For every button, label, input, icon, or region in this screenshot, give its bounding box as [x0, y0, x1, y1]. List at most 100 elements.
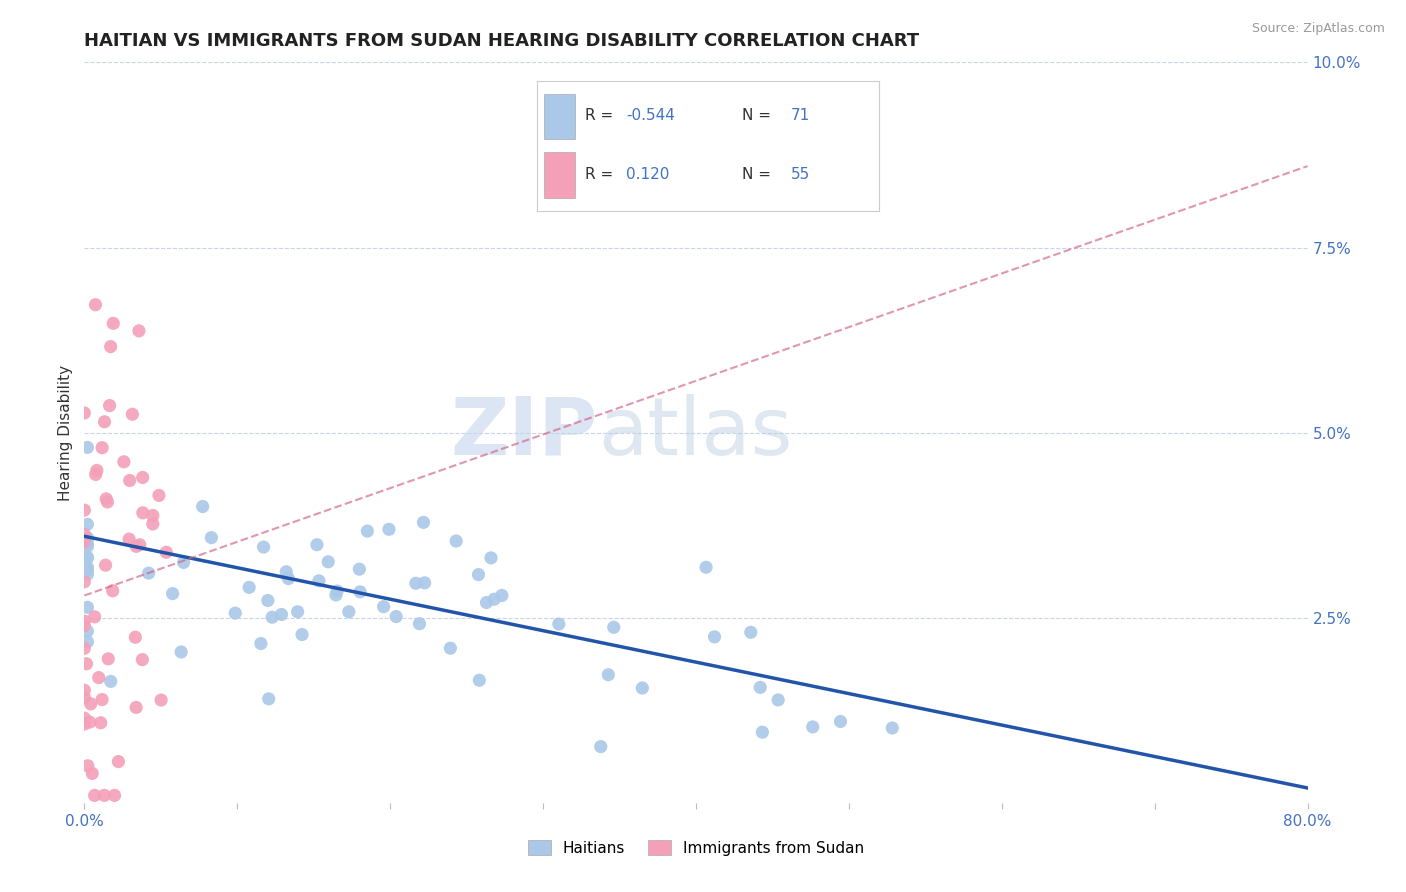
Point	[94, 558, 117, 573]
Point	[97, 652, 120, 666]
Point	[91, 692, 114, 706]
Point	[76, 537, 98, 551]
Point	[76, 759, 98, 773]
Point	[749, 681, 772, 695]
Point	[91, 441, 114, 455]
Point	[73, 527, 96, 541]
Legend: Haitians, Immigrants from Sudan: Haitians, Immigrants from Sudan	[522, 834, 870, 862]
Point	[238, 580, 260, 594]
Point	[73, 683, 96, 698]
Point	[316, 555, 339, 569]
Point	[121, 407, 143, 421]
Point	[76, 563, 98, 577]
Point	[79, 715, 101, 730]
Point	[148, 488, 170, 502]
Point	[142, 508, 165, 523]
Point	[73, 619, 96, 633]
Point	[467, 567, 489, 582]
Point	[76, 567, 98, 582]
Point	[73, 614, 96, 628]
Point	[256, 593, 278, 607]
Point	[73, 717, 96, 731]
Text: ZIP: ZIP	[451, 393, 598, 472]
Point	[76, 531, 98, 545]
Point	[703, 630, 725, 644]
Point	[356, 524, 378, 538]
Point	[305, 538, 328, 552]
Point	[326, 584, 349, 599]
Point	[162, 586, 184, 600]
Point	[766, 693, 789, 707]
Point	[337, 605, 360, 619]
Point	[73, 535, 96, 549]
Point	[547, 617, 569, 632]
Point	[475, 595, 498, 609]
Point	[80, 697, 103, 711]
Point	[93, 789, 115, 803]
Point	[73, 406, 96, 420]
Point	[76, 624, 98, 639]
Point	[444, 534, 467, 549]
Point	[76, 600, 98, 615]
Point	[83, 610, 105, 624]
Point	[76, 550, 98, 565]
Point	[801, 720, 824, 734]
Point	[131, 652, 153, 666]
Point	[277, 572, 299, 586]
Point	[90, 715, 112, 730]
Point	[76, 560, 98, 574]
Point	[276, 565, 298, 579]
Point	[308, 574, 330, 588]
Point	[76, 550, 98, 565]
Point	[200, 531, 222, 545]
Point	[224, 606, 246, 620]
Point	[484, 592, 506, 607]
Point	[73, 574, 96, 589]
Point	[142, 516, 165, 531]
Point	[408, 616, 430, 631]
Text: HAITIAN VS IMMIGRANTS FROM SUDAN HEARING DISABILITY CORRELATION CHART: HAITIAN VS IMMIGRANTS FROM SUDAN HEARING…	[84, 32, 920, 50]
Point	[75, 657, 97, 671]
Point	[830, 714, 852, 729]
Point	[96, 491, 118, 506]
Point	[695, 560, 717, 574]
Point	[191, 500, 214, 514]
Point	[439, 641, 461, 656]
Point	[76, 634, 98, 648]
Point	[100, 674, 122, 689]
Point	[125, 539, 148, 553]
Point	[589, 739, 612, 754]
Point	[93, 415, 115, 429]
Point	[76, 531, 98, 545]
Point	[155, 545, 177, 559]
Point	[73, 503, 96, 517]
Point	[101, 583, 124, 598]
Point	[107, 755, 129, 769]
Point	[349, 584, 371, 599]
Point	[378, 522, 401, 536]
Point	[84, 467, 107, 482]
Point	[291, 627, 314, 641]
Point	[257, 691, 280, 706]
Point	[103, 317, 125, 331]
Point	[73, 641, 96, 656]
Point	[740, 625, 762, 640]
Point	[76, 441, 98, 455]
Point	[73, 711, 96, 725]
Point	[262, 610, 284, 624]
Point	[125, 700, 148, 714]
Point	[87, 671, 110, 685]
Point	[128, 324, 150, 338]
Text: Source: ZipAtlas.com: Source: ZipAtlas.com	[1251, 22, 1385, 36]
Point	[252, 540, 274, 554]
Point	[128, 538, 150, 552]
Point	[112, 455, 135, 469]
Point	[118, 474, 141, 488]
Point	[287, 605, 309, 619]
Text: atlas: atlas	[598, 393, 793, 472]
Point	[491, 589, 513, 603]
Point	[270, 607, 292, 622]
Point	[412, 516, 434, 530]
Point	[170, 645, 193, 659]
Point	[132, 506, 155, 520]
